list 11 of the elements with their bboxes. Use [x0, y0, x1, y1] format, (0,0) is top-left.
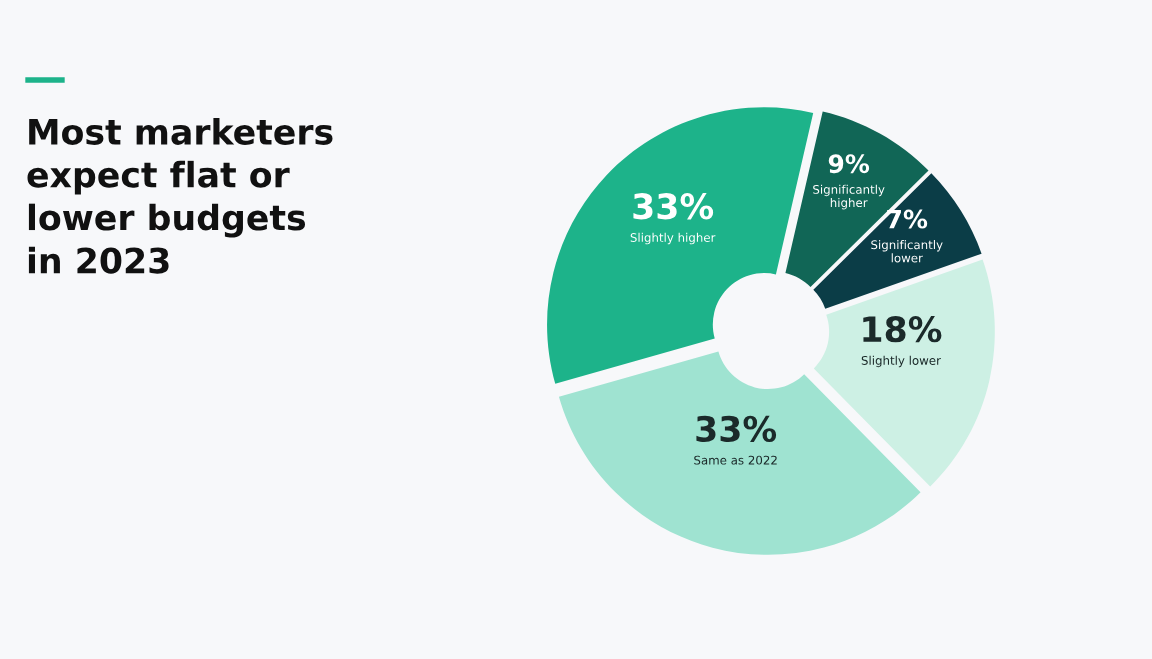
- slice-label: Same as 2022: [694, 455, 777, 465]
- data-label: 7%: [887, 209, 928, 229]
- data-label: 33%: [696, 415, 777, 443]
- text: Most marketers expect flat or lower budgets in 2023: [27, 118, 333, 274]
- slice-label: Significantly higher: [813, 184, 885, 210]
- data-label: 18%: [863, 316, 942, 343]
- slice-label: Slightly higher: [630, 232, 716, 245]
- data-label: 9%: [828, 154, 870, 174]
- slice-label: Slightly lower: [861, 355, 941, 368]
- slice-label: Significantly lower: [871, 240, 943, 263]
- data-label: 33%: [633, 193, 714, 220]
